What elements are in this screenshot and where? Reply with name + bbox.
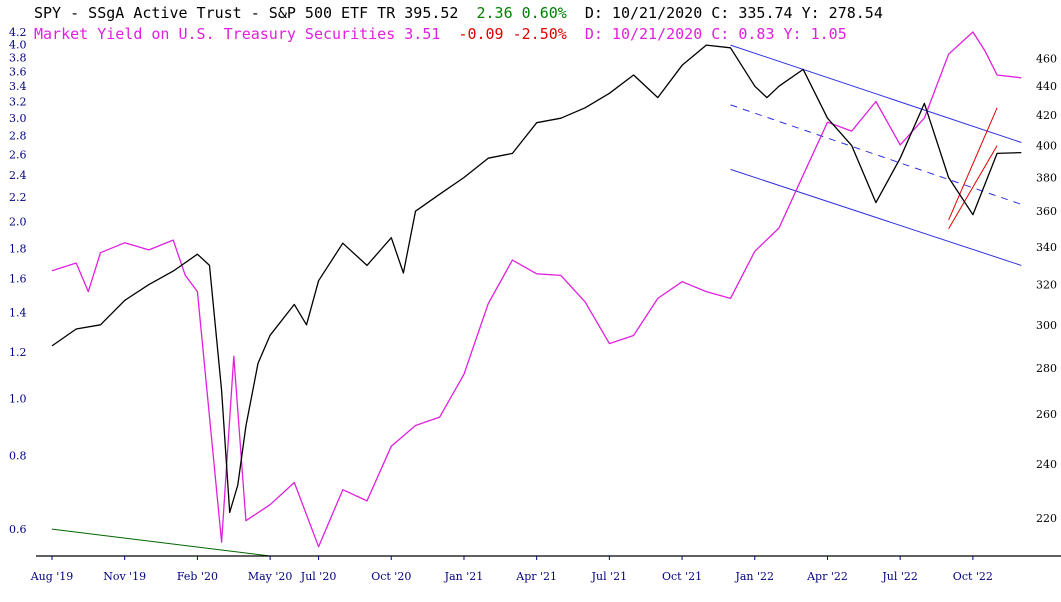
left-axis-tick-label: 2.2	[9, 191, 27, 204]
right-axis-tick-label: 400	[1036, 140, 1057, 153]
left-axis-tick-label: 0.8	[9, 450, 27, 463]
channel-line	[730, 44, 1022, 143]
yield-header-name: Market Yield on U.S. Treasury Securities…	[34, 25, 440, 43]
header-line-2: Market Yield on U.S. Treasury Securities…	[34, 25, 847, 43]
right-axis-tick-label: 460	[1036, 53, 1057, 66]
spy-header-change: 2.36 0.60%	[476, 4, 566, 22]
right-axis-tick-label: 260	[1036, 408, 1057, 421]
left-axis-tick-label: 3.2	[9, 95, 27, 108]
spy-series-layer	[51, 44, 1022, 514]
axes-layer: Aug '19 Nov '19 Feb '20 May '20 Jul '20 Oct '…	[9, 26, 1061, 583]
left-axis-tick-label: 1.6	[9, 273, 27, 286]
left-axis-tick-label: 1.0	[9, 393, 27, 406]
left-axis-tick-label: 2.8	[9, 130, 27, 143]
left-axis-tick-label: 3.0	[9, 112, 27, 125]
spy-series-line	[51, 44, 1022, 514]
left-axis-tick-label: 1.4	[9, 307, 27, 320]
left-axis-tick-label: 3.6	[9, 65, 27, 78]
yield-series-layer	[51, 31, 1022, 548]
right-axis-tick-label: 420	[1036, 109, 1057, 122]
yield-header-date-close: D: 10/21/2020 C: 0.83 Y: 1.05	[585, 25, 847, 43]
drawings-layer	[51, 44, 1022, 557]
yield-header-change: -0.09 -2.50%	[458, 25, 566, 43]
x-tick-label: Apr '21	[515, 570, 557, 583]
left-axis-tick-label: 2.6	[9, 149, 27, 162]
wedge-line	[948, 145, 998, 230]
channel-line	[730, 168, 1022, 266]
x-tick-label: Jul '20	[300, 570, 337, 583]
yield-series-line	[51, 31, 1022, 548]
left-axis-tick-label: 2.4	[9, 169, 27, 182]
left-axis-tick-label: 4.0	[9, 38, 27, 51]
right-axis-tick-label: 300	[1036, 319, 1057, 332]
wedge-line	[948, 107, 998, 221]
right-axis-tick-label: 440	[1036, 80, 1057, 93]
trendline	[51, 528, 271, 557]
left-axis-tick-label: 1.8	[9, 242, 27, 255]
x-tick-label: Oct '21	[662, 570, 702, 583]
left-axis-tick-label: 1.2	[9, 346, 27, 359]
x-tick-label: Oct '20	[371, 570, 411, 583]
right-axis-tick-label: 280	[1036, 362, 1057, 375]
right-axis-tick-label: 380	[1036, 172, 1057, 185]
right-axis-tick-label: 340	[1036, 241, 1057, 254]
left-axis-tick-label: 2.0	[9, 216, 27, 229]
right-axis-tick-label: 220	[1036, 512, 1057, 525]
x-tick-label: Nov '19	[103, 570, 146, 583]
left-axis-tick-label: 3.4	[9, 80, 27, 93]
right-axis-tick-label: 320	[1036, 279, 1057, 292]
spy-header-date-close: D: 10/21/2020 C: 335.74 Y: 278.54	[585, 4, 883, 22]
x-tick-label: Oct '22	[953, 570, 993, 583]
left-axis-tick-label: 3.8	[9, 52, 27, 65]
left-axis-tick-label: 0.6	[9, 523, 27, 536]
x-tick-label: Jul '21	[591, 570, 628, 583]
x-tick-label: Feb '20	[177, 570, 218, 583]
x-tick-label: May '20	[248, 570, 293, 583]
right-axis-tick-label: 360	[1036, 205, 1057, 218]
right-axis-tick-label: 240	[1036, 458, 1057, 471]
x-tick-label: Jan '21	[444, 570, 484, 583]
channel-line	[730, 104, 1022, 205]
x-tick-label: Jan '22	[734, 570, 774, 583]
x-tick-label: Aug '19	[30, 570, 74, 583]
spy-header-name: SPY - SSgA Active Trust - S&P 500 ETF TR…	[34, 4, 458, 22]
left-axis-tick-label: 4.2	[9, 26, 27, 39]
header-line-1: SPY - SSgA Active Trust - S&P 500 ETF TR…	[34, 4, 883, 22]
x-tick-label: Jul '22	[881, 570, 918, 583]
x-tick-label: Apr '22	[806, 570, 848, 583]
